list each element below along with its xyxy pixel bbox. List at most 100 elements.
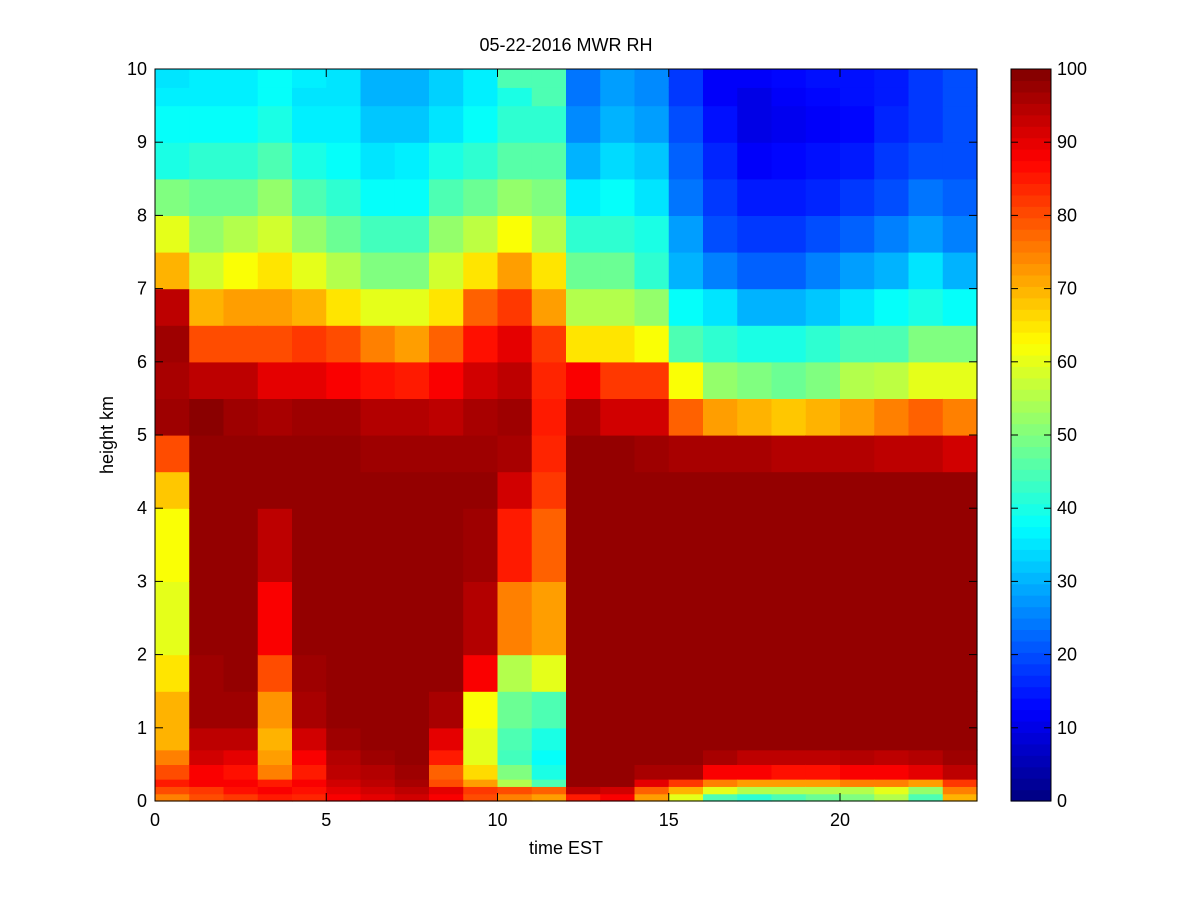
colorbar-segment — [1011, 537, 1051, 550]
heatmap-cell — [223, 471, 259, 509]
colorbar-segment — [1011, 217, 1051, 230]
colorbar-segment — [1011, 286, 1051, 299]
heatmap-cell — [634, 727, 670, 751]
heatmap-cell — [394, 215, 430, 253]
heatmap-cell — [600, 325, 636, 363]
heatmap-cell — [463, 178, 499, 216]
heatmap-cell — [394, 87, 430, 107]
heatmap-cell — [805, 764, 841, 780]
heatmap-cell — [771, 779, 807, 787]
heatmap-cell — [737, 252, 773, 290]
colorbar-segment — [1011, 389, 1051, 402]
heatmap-cell — [360, 252, 396, 290]
heatmap-cell — [737, 749, 773, 765]
heatmap-cell — [360, 749, 396, 765]
heatmap-cell — [429, 435, 464, 473]
heatmap-cell — [703, 654, 738, 692]
heatmap-cell — [429, 727, 464, 751]
heatmap-cell — [326, 87, 362, 107]
heatmap-cell — [942, 178, 978, 216]
colorbar-segment — [1011, 240, 1051, 253]
heatmap-cell — [223, 398, 259, 436]
heatmap-cell — [908, 178, 944, 216]
heatmap-cell — [429, 215, 464, 253]
heatmap-cell — [257, 581, 293, 656]
heatmap-cell — [531, 764, 567, 780]
heatmap-cell — [360, 361, 396, 399]
colorbar-segment — [1011, 423, 1051, 436]
heatmap-cell — [840, 178, 875, 216]
heatmap-cell — [429, 749, 464, 765]
heatmap-cell — [257, 764, 293, 780]
heatmap-cell — [223, 69, 259, 88]
heatmap-cell — [805, 749, 841, 765]
heatmap-cell — [429, 691, 464, 729]
heatmap-cell — [497, 252, 533, 290]
colorbar-gradient — [1011, 69, 1051, 802]
colorbar-segment — [1011, 263, 1051, 276]
heatmap-cell — [394, 779, 430, 787]
heatmap-cell — [908, 105, 944, 143]
heatmap-cell — [771, 691, 807, 729]
colorbar-segment — [1011, 720, 1051, 733]
heatmap-cell — [874, 69, 910, 88]
heatmap-cell — [874, 581, 910, 656]
heatmap-cell — [942, 69, 978, 88]
heatmap-cell — [257, 288, 293, 326]
colorbar-segment — [1011, 789, 1051, 802]
colorbar-segment — [1011, 778, 1051, 791]
heatmap-cell — [189, 779, 225, 787]
heatmap-cell — [600, 508, 636, 582]
heatmap-cell — [634, 435, 670, 473]
colorbar-segment — [1011, 675, 1051, 688]
heatmap-cell — [155, 178, 190, 216]
heatmap-cell — [668, 508, 704, 582]
heatmap-cell — [874, 691, 910, 729]
heatmap-cell — [600, 69, 636, 88]
heatmap-cell — [566, 398, 601, 436]
heatmap-cell — [874, 435, 910, 473]
heatmap-cell — [292, 398, 327, 436]
heatmap-cell — [223, 727, 259, 751]
heatmap-cell — [942, 252, 978, 290]
heatmap-cell — [908, 215, 944, 253]
heatmap-cell — [703, 215, 738, 253]
heatmap-cell — [566, 361, 601, 399]
heatmap-cell — [840, 87, 875, 107]
heatmap-cell — [908, 691, 944, 729]
heatmap-cell — [600, 178, 636, 216]
heatmap-cell — [805, 471, 841, 509]
heatmap-cell — [805, 252, 841, 290]
heatmap-cell — [257, 749, 293, 765]
heatmap-cell — [429, 178, 464, 216]
heatmap-cell — [840, 764, 875, 780]
heatmap-cell — [326, 727, 362, 751]
heatmap-cell — [942, 786, 978, 795]
heatmap-cell — [908, 727, 944, 751]
heatmap-cell — [600, 786, 636, 795]
heatmap-cell — [874, 142, 910, 180]
heatmap-cell — [189, 793, 225, 802]
heatmap-cell — [840, 508, 875, 582]
heatmap-cell — [566, 691, 601, 729]
heatmap-cell — [668, 786, 704, 795]
heatmap-cell — [394, 727, 430, 751]
colorbar-ticks: 0 10 20 30 40 50 60 70 80 90 100 — [1011, 59, 1087, 811]
heatmap-cell — [805, 691, 841, 729]
heatmap-cell — [566, 178, 601, 216]
heatmap-cell — [189, 87, 225, 107]
heatmap-cell — [292, 727, 327, 751]
heatmap-cell — [189, 105, 225, 143]
heatmap-cell — [429, 288, 464, 326]
heatmap-cell — [292, 69, 327, 88]
heatmap-cell — [805, 69, 841, 88]
heatmap-cell — [189, 691, 225, 729]
heatmap-cell — [840, 581, 875, 656]
heatmap-cell — [429, 581, 464, 656]
colorbar-segment — [1011, 583, 1051, 596]
heatmap-cell — [429, 105, 464, 143]
heatmap-cell — [840, 779, 875, 787]
heatmap-cell — [908, 471, 944, 509]
heatmap-cell — [805, 87, 841, 107]
